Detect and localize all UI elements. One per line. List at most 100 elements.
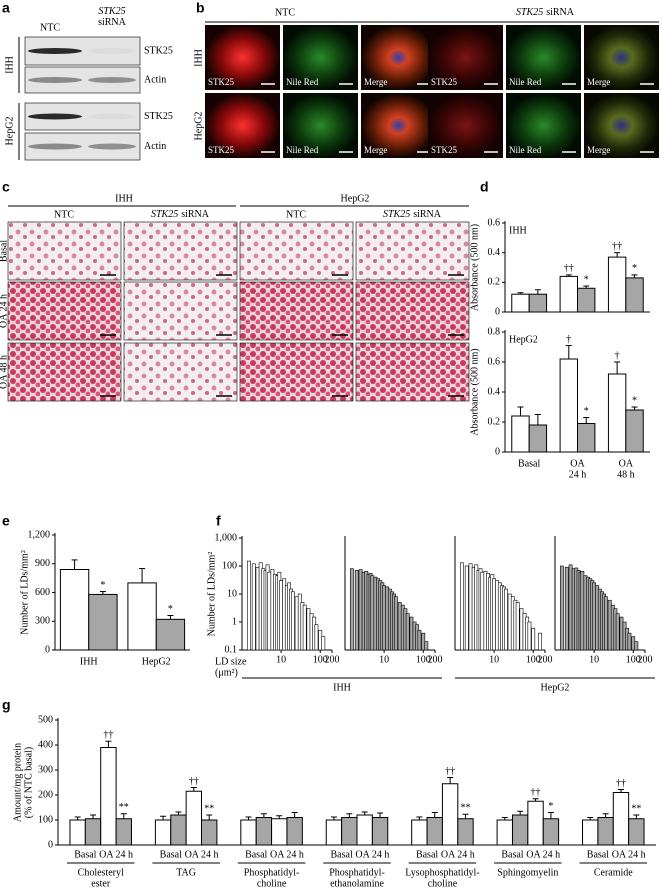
cell-line-label: IHH [193, 49, 204, 67]
micrograph [123, 342, 238, 402]
bar [607, 599, 612, 651]
blot-band [88, 77, 136, 83]
row-label: Actin [144, 74, 166, 85]
cell-line-label: IHH [115, 193, 133, 204]
blot-band [88, 113, 136, 120]
bar [496, 819, 513, 846]
bar [511, 814, 529, 846]
bar [306, 608, 311, 651]
bar [397, 602, 402, 651]
bar [597, 817, 614, 846]
condition-label: STK25 siRNA [151, 209, 210, 220]
column-label-gene: STK25 [98, 6, 125, 17]
bar [426, 817, 443, 846]
bar [441, 783, 459, 846]
blot-band [28, 113, 82, 120]
y-tick-label: 1,200 [28, 529, 51, 540]
panel-letter: g [2, 697, 11, 713]
row-label: OA 24 h [0, 294, 9, 328]
bar [528, 293, 548, 313]
x-tick-label: Lysophosphatidyl- [405, 867, 479, 878]
column-label-rest: siRNA [98, 17, 127, 28]
micrograph [239, 281, 354, 341]
subgroup-label: OA 24 h [270, 849, 304, 860]
condition-label: NTC [286, 209, 306, 220]
bar [631, 636, 636, 651]
annotation: †† [612, 241, 622, 252]
bar [457, 818, 474, 846]
column-label: STK25 siRNA [98, 6, 127, 28]
channel-label: STK25 [431, 77, 458, 87]
bar [564, 566, 569, 651]
x-tick-label: 10 [489, 654, 499, 665]
y-tick-label: 300 [35, 616, 50, 627]
micrograph [584, 25, 659, 90]
y-tick-label: 0.2 [488, 416, 501, 427]
channel-label: STK25 [431, 145, 458, 155]
x-tick-label: Basal [518, 458, 540, 469]
bar [619, 616, 624, 651]
bar [559, 275, 578, 313]
bar [607, 256, 627, 313]
x-tick-label: TAG [176, 867, 196, 878]
condition-label-rest: siRNA [181, 209, 210, 220]
x-tick-label: HepG2 [142, 656, 171, 667]
subgroup-label: Basal [331, 849, 353, 860]
micrograph [361, 25, 436, 90]
x-tick-label: ethanolamine [330, 878, 384, 889]
bar [625, 409, 644, 453]
bar [531, 627, 536, 651]
subgroup-label: OA 24 h [355, 849, 389, 860]
bar [568, 564, 573, 651]
bar [577, 287, 596, 313]
y-tick-label: 400 [38, 739, 53, 750]
annotation: ** [204, 803, 214, 814]
x-tick-label: IHH [80, 656, 98, 667]
bar [127, 582, 157, 651]
x-tick-label: Sphingomyelin [497, 867, 558, 878]
subgroup-label: OA 24 h [185, 849, 219, 860]
bar [559, 565, 564, 651]
micrograph [428, 93, 503, 158]
bar [88, 593, 118, 651]
bar [185, 790, 203, 846]
bar [577, 423, 596, 453]
panel-letter: f [216, 513, 221, 529]
subgroup-label: OA 24 h [526, 849, 560, 860]
micrograph [239, 342, 354, 402]
bar [393, 596, 398, 651]
bar [634, 641, 639, 651]
annotation: † [566, 334, 571, 345]
x-axis-title: (μm²) [215, 667, 238, 678]
x-tick-label: 200 [325, 654, 340, 665]
annotation: ** [631, 803, 641, 814]
micrograph [506, 25, 581, 90]
bar [515, 602, 520, 651]
x-tick-label: choline [257, 878, 287, 889]
bar [341, 817, 358, 846]
group-label: STK25 siRNA [516, 7, 575, 18]
bar [170, 814, 187, 846]
group-label-rest: siRNA [546, 7, 575, 18]
x-tick-label: 24 h [569, 469, 587, 480]
bar [511, 293, 530, 313]
bar [511, 415, 530, 453]
y-tick-label: 100 [222, 560, 237, 571]
condition-label-rest: siRNA [413, 209, 442, 220]
panel-letter: b [196, 0, 205, 16]
x-tick-label: OA [619, 458, 634, 469]
x-tick-label: 200 [538, 654, 553, 665]
bar [492, 578, 497, 651]
x-tick-label: Phosphatidyl- [244, 867, 300, 878]
subgroup-label: Basal [74, 849, 96, 860]
blot-band [28, 48, 82, 54]
bar [580, 570, 585, 651]
bar [507, 593, 512, 651]
annotation: * [548, 801, 553, 812]
subgroup-label: Basal [245, 849, 267, 860]
y-tick-label: 100 [38, 814, 53, 825]
channel-label: STK25 [208, 145, 235, 155]
annotation: * [632, 395, 637, 406]
y-axis-title: Number of LDs/mm² [206, 552, 217, 637]
micrograph [7, 281, 122, 341]
